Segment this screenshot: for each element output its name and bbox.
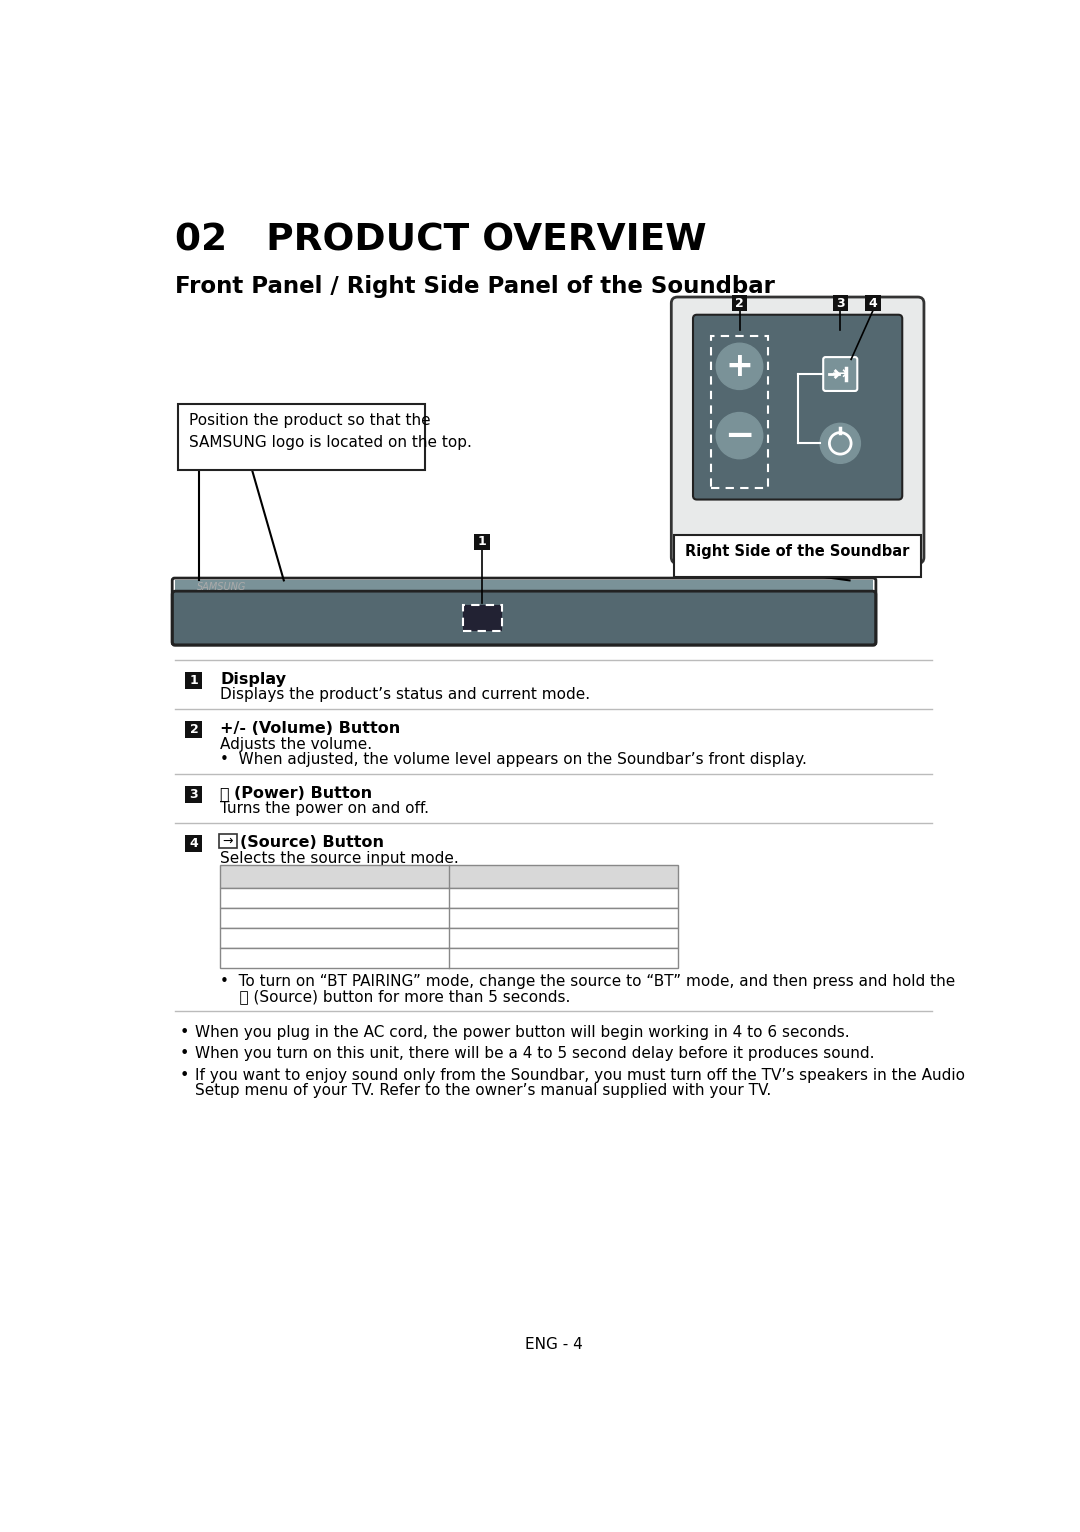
Text: 2: 2 xyxy=(735,297,744,309)
Text: When you turn on this unit, there will be a 4 to 5 second delay before it produc: When you turn on this unit, there will b… xyxy=(195,1046,875,1062)
Text: AUX: AUX xyxy=(548,910,579,925)
Text: AUX input: AUX input xyxy=(298,910,372,925)
Text: SAMSUNG: SAMSUNG xyxy=(197,582,246,593)
Text: (Source) Button: (Source) Button xyxy=(241,835,384,850)
FancyBboxPatch shape xyxy=(833,296,848,311)
Text: ⏻: ⏻ xyxy=(220,786,235,801)
Text: →: → xyxy=(222,835,233,847)
Text: 4: 4 xyxy=(189,836,199,850)
Text: Adjusts the volume.: Adjusts the volume. xyxy=(220,737,373,752)
Text: 3: 3 xyxy=(836,297,845,309)
Text: Selects the source input mode.: Selects the source input mode. xyxy=(220,850,459,866)
Text: Input mode: Input mode xyxy=(287,869,382,884)
Text: 4: 4 xyxy=(868,297,877,309)
Text: •  To turn on “BT PAIRING” mode, change the source to “BT” mode, and then press : • To turn on “BT PAIRING” mode, change t… xyxy=(220,974,956,988)
Text: Setup menu of your TV. Refer to the owner’s manual supplied with your TV.: Setup menu of your TV. Refer to the owne… xyxy=(195,1083,772,1098)
Text: ⧩ (Source) button for more than 5 seconds.: ⧩ (Source) button for more than 5 second… xyxy=(220,990,570,1005)
Text: +/- (Volume) Button: +/- (Volume) Button xyxy=(220,722,401,737)
Text: →: → xyxy=(832,365,849,383)
FancyBboxPatch shape xyxy=(219,835,237,849)
Text: •: • xyxy=(180,1046,189,1062)
FancyBboxPatch shape xyxy=(220,928,677,948)
Text: +: + xyxy=(726,349,754,383)
Text: Right Side of the Soundbar: Right Side of the Soundbar xyxy=(686,544,909,559)
FancyBboxPatch shape xyxy=(175,581,873,594)
FancyBboxPatch shape xyxy=(674,535,921,576)
Text: ENG - 4: ENG - 4 xyxy=(525,1337,582,1353)
Text: BLUETOOTH mode: BLUETOOTH mode xyxy=(267,930,402,945)
FancyBboxPatch shape xyxy=(186,835,202,852)
Text: USB: USB xyxy=(549,950,578,965)
Text: Display: Display xyxy=(534,869,593,884)
FancyBboxPatch shape xyxy=(823,357,858,391)
Text: •: • xyxy=(180,1068,189,1083)
FancyBboxPatch shape xyxy=(732,296,747,311)
FancyBboxPatch shape xyxy=(865,296,880,311)
Text: USB mode: USB mode xyxy=(297,950,373,965)
Text: Displays the product’s status and current mode.: Displays the product’s status and curren… xyxy=(220,688,591,702)
Circle shape xyxy=(792,484,804,496)
Text: 3: 3 xyxy=(190,787,199,801)
Text: When you plug in the AC cord, the power button will begin working in 4 to 6 seco: When you plug in the AC cord, the power … xyxy=(195,1025,850,1040)
Circle shape xyxy=(716,412,762,458)
FancyBboxPatch shape xyxy=(474,535,490,550)
Text: Front Panel / Right Side Panel of the Soundbar: Front Panel / Right Side Panel of the So… xyxy=(175,274,775,297)
Text: D.IN: D.IN xyxy=(548,890,579,905)
Text: •  When adjusted, the volume level appears on the Soundbar’s front display.: • When adjusted, the volume level appear… xyxy=(220,752,807,768)
Text: 2: 2 xyxy=(189,723,199,737)
FancyBboxPatch shape xyxy=(172,591,876,645)
Text: If you want to enjoy sound only from the Soundbar, you must turn off the TV’s sp: If you want to enjoy sound only from the… xyxy=(195,1068,966,1083)
Text: Turns the power on and off.: Turns the power on and off. xyxy=(220,801,429,817)
Text: 1: 1 xyxy=(477,535,487,548)
FancyBboxPatch shape xyxy=(672,297,924,564)
FancyBboxPatch shape xyxy=(220,948,677,968)
Text: Position the product so that the
SAMSUNG logo is located on the top.: Position the product so that the SAMSUNG… xyxy=(189,414,472,450)
FancyBboxPatch shape xyxy=(220,864,677,887)
Text: 02   PRODUCT OVERVIEW: 02 PRODUCT OVERVIEW xyxy=(175,222,707,259)
FancyBboxPatch shape xyxy=(186,786,202,803)
FancyBboxPatch shape xyxy=(693,314,902,499)
FancyBboxPatch shape xyxy=(186,722,202,738)
Text: Right Side of the Soundbar: Right Side of the Soundbar xyxy=(686,536,909,550)
FancyBboxPatch shape xyxy=(220,907,677,928)
Circle shape xyxy=(820,423,861,463)
Text: 1: 1 xyxy=(189,674,199,686)
FancyBboxPatch shape xyxy=(463,605,501,631)
Text: (Power) Button: (Power) Button xyxy=(234,786,373,801)
Text: −: − xyxy=(725,418,755,452)
Text: Display: Display xyxy=(220,673,286,686)
Circle shape xyxy=(716,343,762,389)
FancyBboxPatch shape xyxy=(178,404,424,470)
FancyBboxPatch shape xyxy=(186,673,202,689)
Text: BT: BT xyxy=(554,930,572,945)
Text: Optical Digital input: Optical Digital input xyxy=(261,890,408,905)
FancyBboxPatch shape xyxy=(220,887,677,907)
Text: •: • xyxy=(180,1025,189,1040)
